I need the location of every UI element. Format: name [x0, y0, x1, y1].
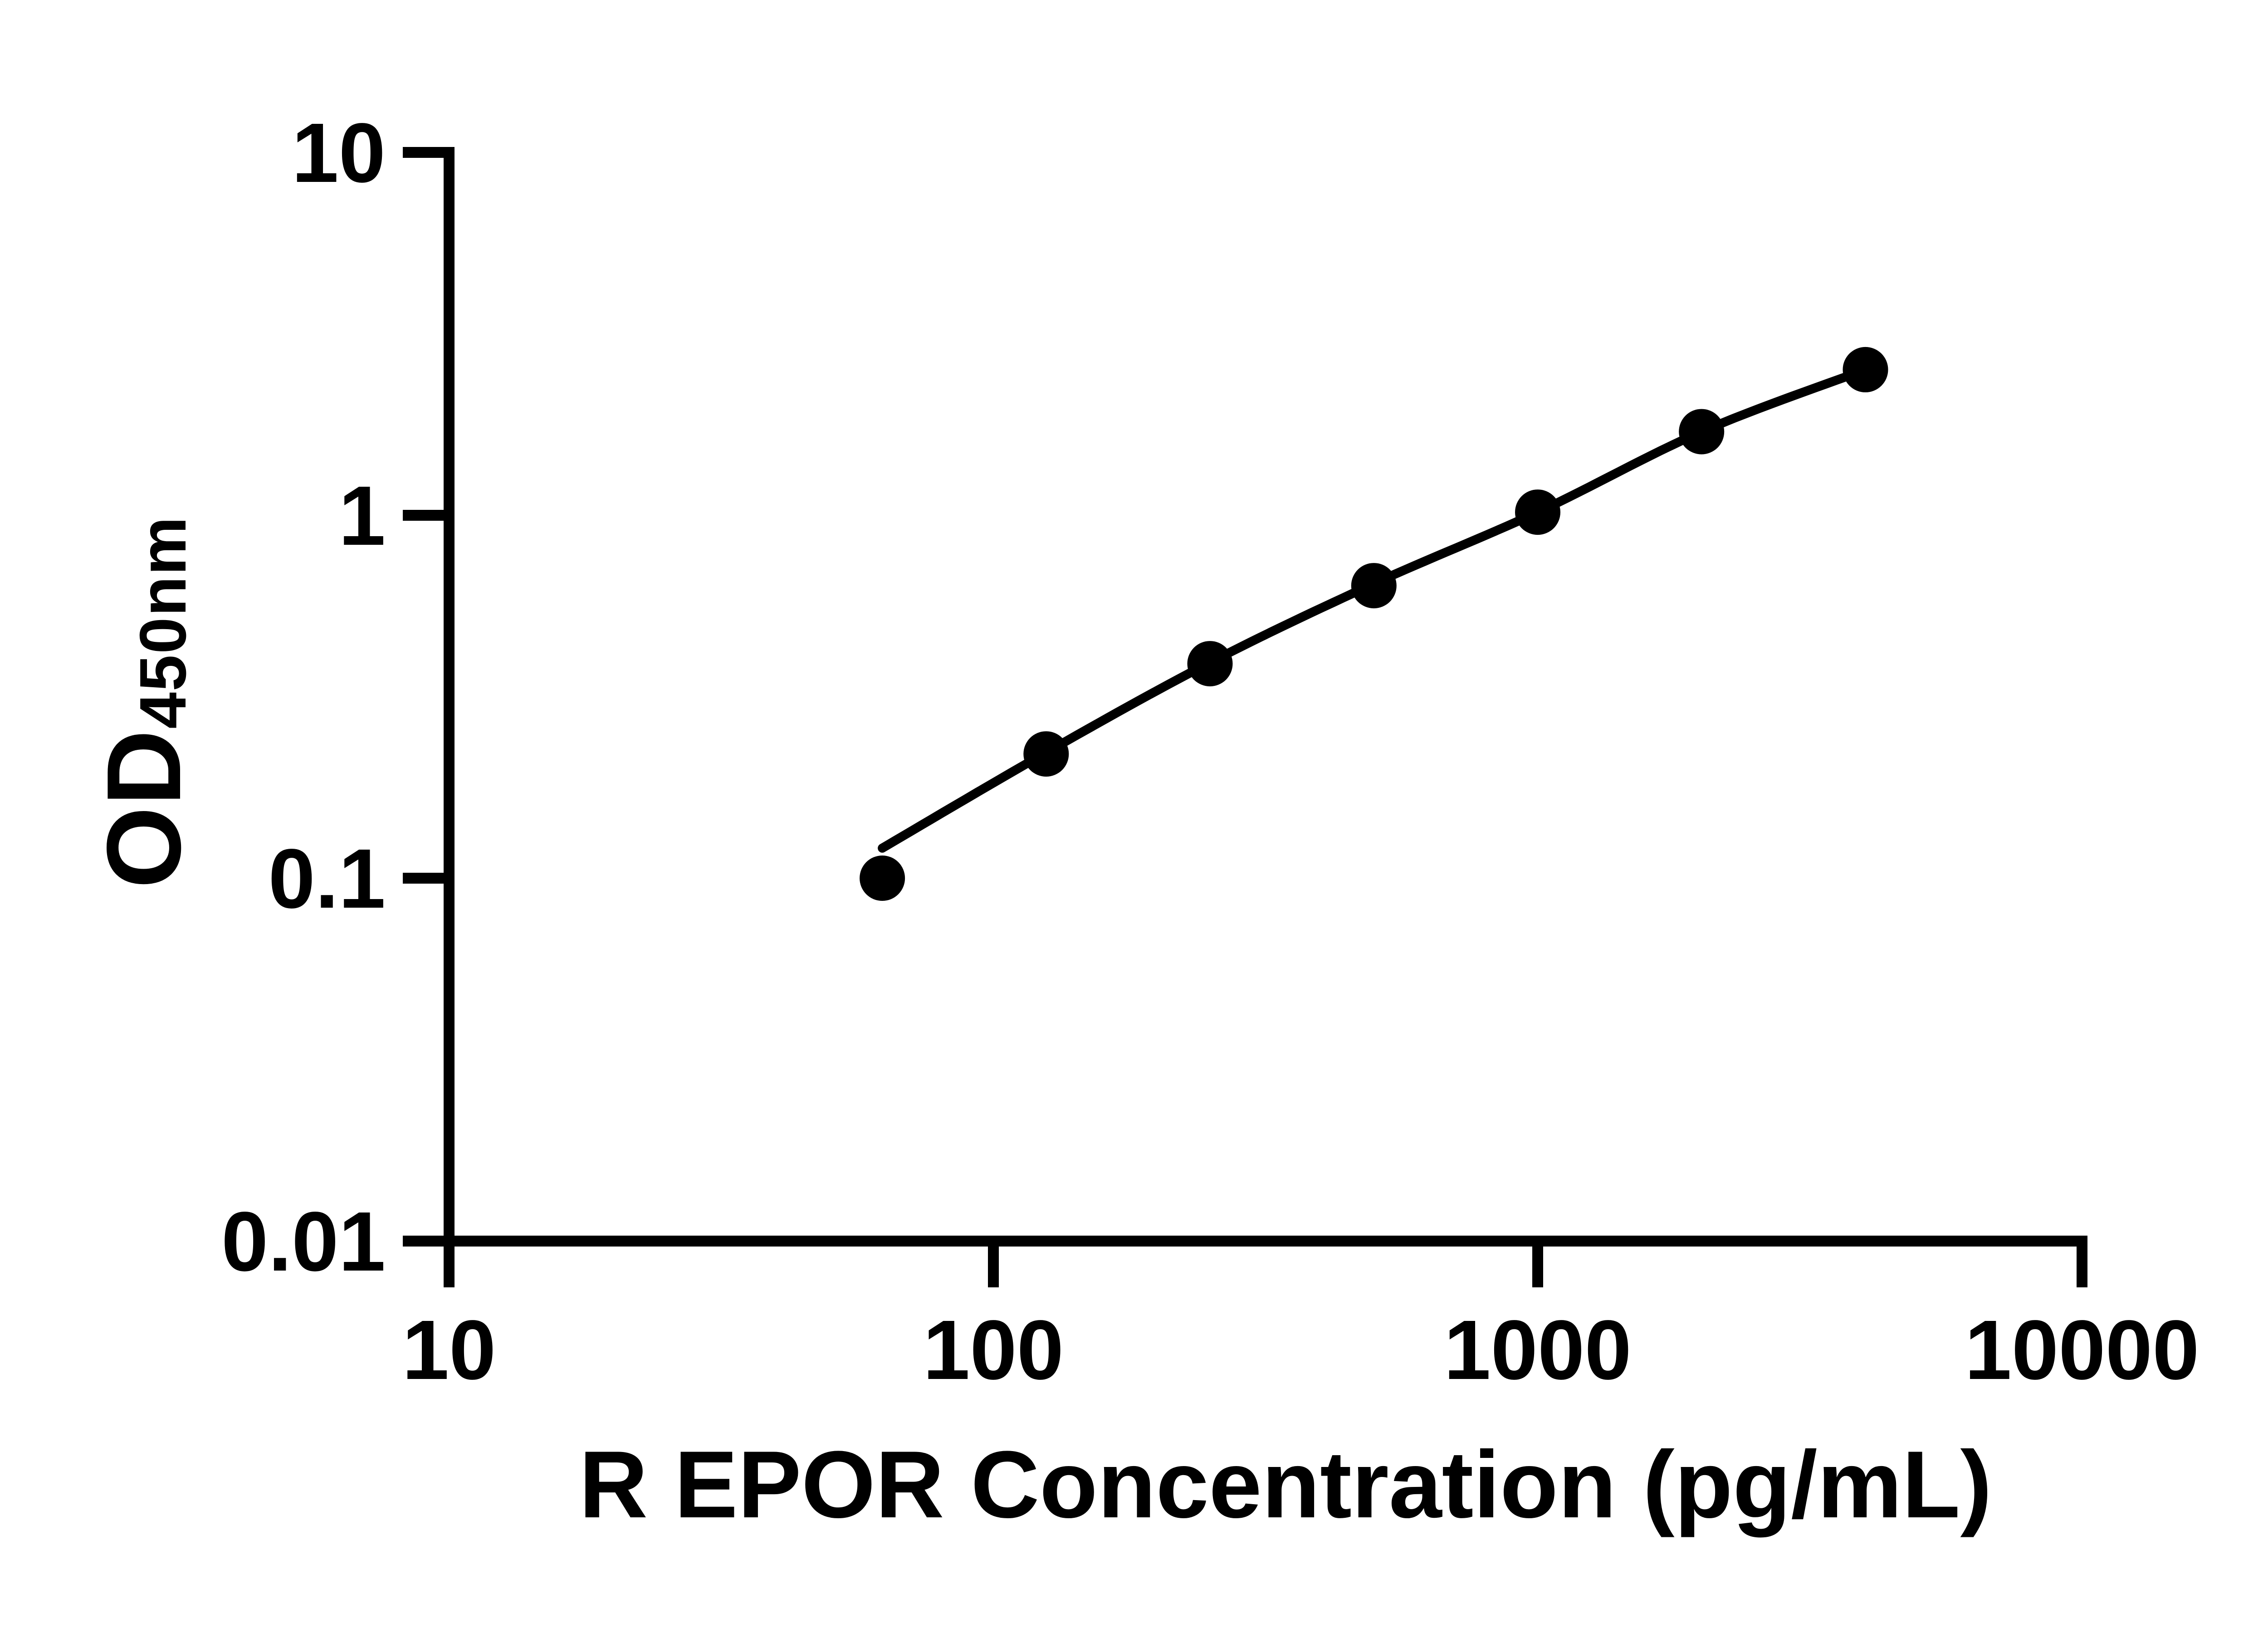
y-axis-line — [444, 147, 455, 1287]
y-tick-label: 10 — [292, 106, 386, 200]
y-axis-title: OD450nm — [85, 516, 203, 888]
x-tick-label: 10000 — [1965, 1303, 2199, 1397]
y-tick-label: 1 — [339, 469, 386, 563]
x-tick — [444, 1241, 455, 1287]
y-tick — [403, 147, 455, 158]
y-tick-label: 0.1 — [268, 832, 386, 926]
data-point — [860, 856, 905, 901]
data-point — [1023, 731, 1069, 777]
x-tick — [2077, 1241, 2087, 1287]
data-point — [1515, 489, 1560, 535]
data-point — [1351, 563, 1397, 609]
data-point — [1843, 347, 1888, 392]
x-tick-label: 100 — [923, 1303, 1064, 1397]
x-axis-title: R EPOR Concentration (pg/mL) — [579, 1431, 1992, 1538]
x-tick — [988, 1241, 999, 1287]
x-tick — [1532, 1241, 1543, 1287]
y-axis-title-main: OD — [85, 728, 203, 889]
y-axis-title-subscript: 450nm — [126, 516, 200, 729]
y-tick-label: 0.01 — [221, 1195, 386, 1289]
data-point — [1679, 409, 1725, 455]
data-point — [1187, 641, 1233, 687]
x-tick-label: 10 — [402, 1303, 496, 1397]
y-tick — [403, 510, 455, 521]
x-tick-label: 1000 — [1444, 1303, 1632, 1397]
x-axis-line — [444, 1236, 2087, 1247]
y-tick — [403, 873, 455, 884]
